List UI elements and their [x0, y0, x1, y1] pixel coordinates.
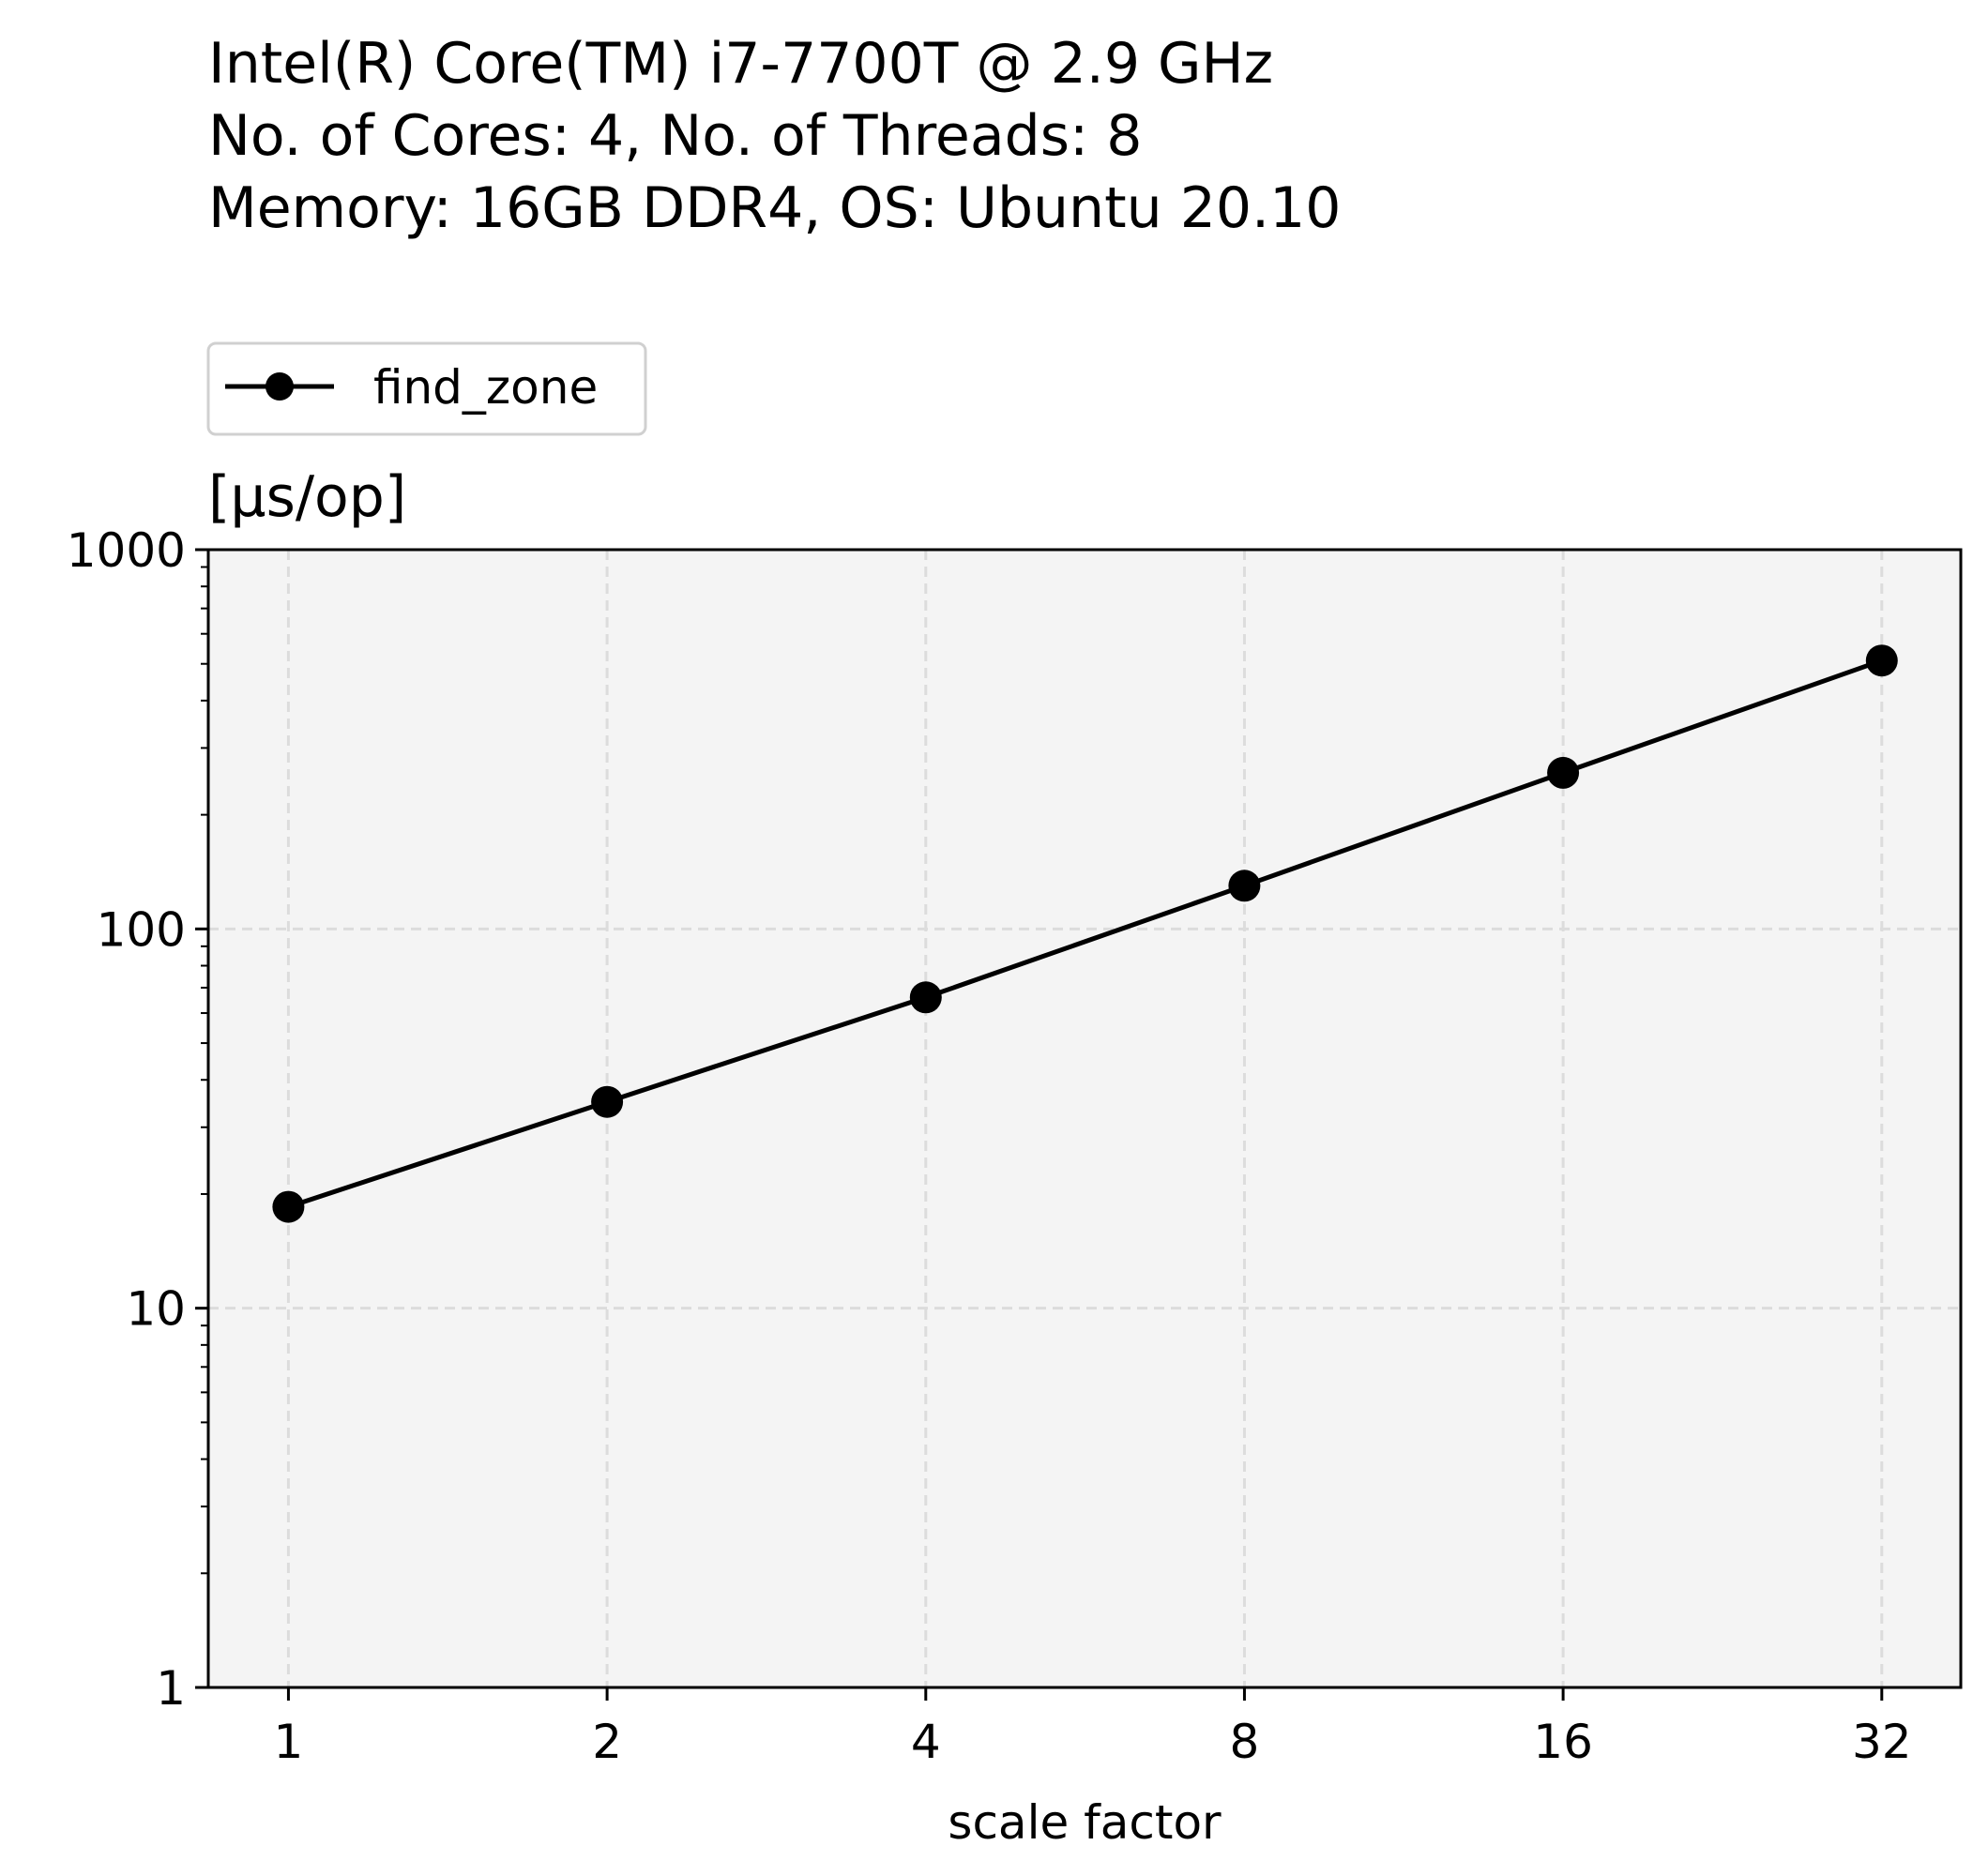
- legend-marker-swatch: [266, 372, 294, 401]
- y-tick-label: 100: [97, 902, 186, 957]
- series-find-zone: [272, 644, 1898, 1223]
- x-tick-label: 2: [592, 1715, 622, 1769]
- series-line-find-zone: [287, 658, 1883, 1209]
- legend-box: [206, 341, 647, 436]
- x-tick-label: 32: [1852, 1715, 1912, 1769]
- data-point: [909, 981, 942, 1014]
- y-axis: 1 10 100 1000: [67, 523, 208, 1716]
- x-tick-label: 4: [911, 1715, 941, 1769]
- data-point: [272, 1190, 305, 1223]
- data-point: [1865, 644, 1898, 677]
- y-unit-label: [µs/op]: [208, 464, 406, 530]
- x-tick-label: 16: [1533, 1715, 1593, 1769]
- x-gridlines: [286, 550, 1884, 1687]
- y-tick-label: 10: [126, 1282, 186, 1337]
- data-point: [591, 1085, 624, 1118]
- legend-label-find-zone: find_zone: [373, 360, 598, 415]
- legend: find_zone: [206, 341, 647, 436]
- series-points: [272, 644, 1898, 1223]
- plot-area: [208, 550, 1961, 1687]
- x-tick-label: 8: [1230, 1715, 1260, 1769]
- y-tick-label: 1: [156, 1661, 186, 1716]
- x-tick-label: 1: [274, 1715, 304, 1769]
- title-line-3: Memory: 16GB DDR4, OS: Ubuntu 20.10: [208, 175, 1341, 241]
- plot-frame: [206, 548, 1963, 1689]
- data-point: [1228, 870, 1261, 902]
- title-line-2: No. of Cores: 4, No. of Threads: 8: [208, 103, 1142, 169]
- x-axis-label: scale factor: [948, 1795, 1222, 1850]
- title-line-1: Intel(R) Core(TM) i7-7700T @ 2.9 GHz: [208, 31, 1273, 97]
- chart-title: Intel(R) Core(TM) i7-7700T @ 2.9 GHz No.…: [208, 31, 1341, 241]
- y-gridlines: [208, 927, 1961, 1310]
- data-point: [1547, 756, 1580, 789]
- x-axis: 1 2 4 8 16 32: [274, 1687, 1912, 1769]
- y-tick-label: 1000: [67, 523, 186, 578]
